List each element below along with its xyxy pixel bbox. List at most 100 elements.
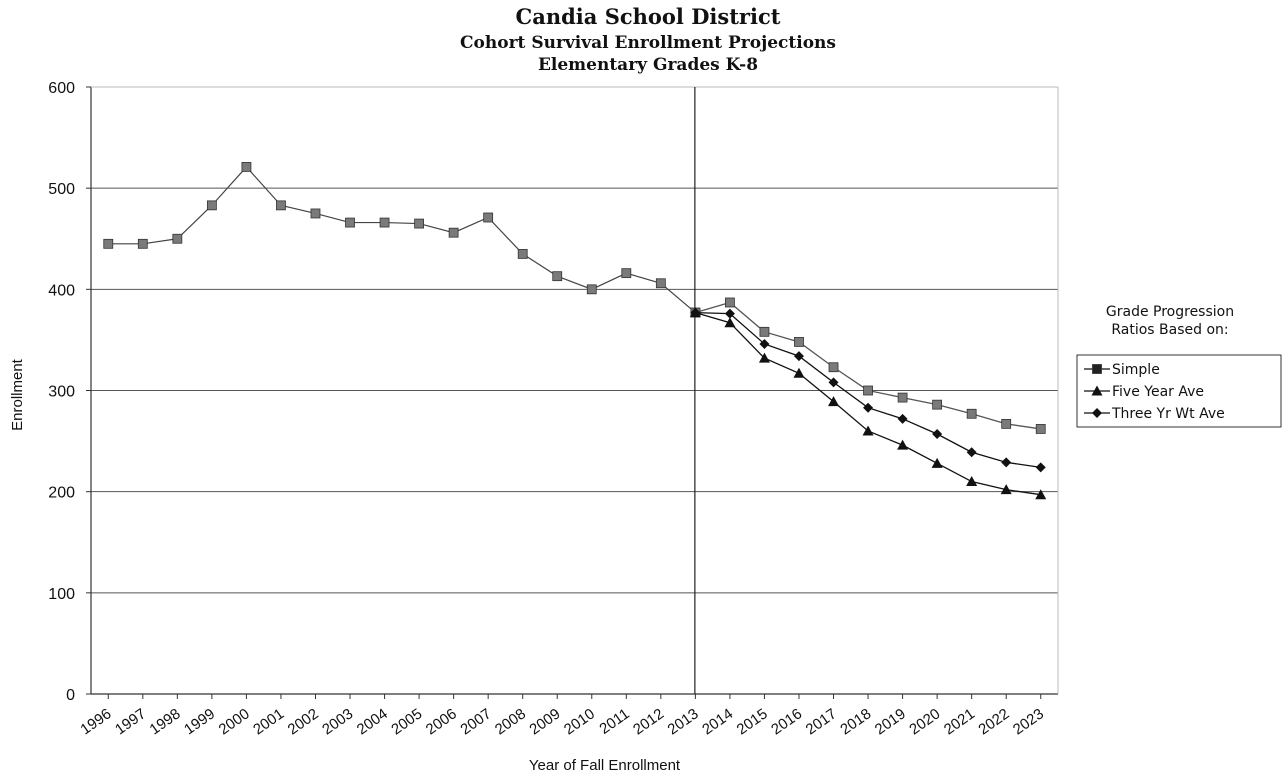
historical-point	[241, 162, 252, 172]
x-tick-label: 2004	[354, 705, 391, 738]
x-tick-label: 2014	[699, 705, 736, 738]
x-tick-label: 2003	[319, 705, 356, 738]
x-tick-label: 2005	[388, 705, 425, 738]
x-axis-title: Year of Fall Enrollment	[529, 757, 681, 774]
legend-marker-triangle	[1091, 385, 1103, 396]
x-tick-label: 2013	[665, 705, 702, 738]
x-tick-label: 2020	[906, 705, 943, 738]
x-tick-label: 1998	[147, 705, 184, 738]
series-point-square	[794, 337, 804, 347]
x-tick-label: 2019	[872, 705, 909, 738]
historical-point	[310, 208, 321, 219]
x-tick-label: 2008	[492, 705, 529, 738]
series-point-diamond	[759, 338, 770, 349]
x-tick-label: 1999	[181, 705, 218, 738]
historical-point	[448, 227, 459, 238]
x-tick-label: 2002	[285, 705, 322, 738]
historical-point	[345, 217, 355, 228]
x-tick-label: 2018	[837, 705, 874, 738]
x-tick-label: 2015	[734, 705, 771, 738]
legend-label: Simple	[1112, 362, 1160, 378]
x-tick-label: 1996	[77, 705, 114, 738]
chart-title: Candia School District	[516, 4, 781, 29]
series-point-triangle	[1035, 489, 1047, 500]
y-tick-label: 400	[48, 282, 75, 299]
series-point-triangle	[724, 317, 736, 328]
series-point-triangle	[758, 352, 770, 363]
chart-subtitle-1: Cohort Survival Enrollment Projections	[460, 33, 836, 53]
x-tick-label: 1997	[112, 705, 149, 738]
legend-box	[1076, 354, 1282, 428]
x-tick-label: 2009	[526, 705, 563, 738]
series-point-square	[759, 326, 770, 337]
series-point-triangle	[931, 457, 943, 468]
series-point-square	[725, 297, 735, 308]
x-tick-label: 2000	[216, 705, 253, 738]
legend-label: Three Yr Wt Ave	[1111, 406, 1225, 422]
series-point-diamond	[828, 377, 839, 388]
series-point-square	[1001, 418, 1012, 429]
x-tick-label: 2001	[250, 705, 287, 738]
series-point-square	[897, 392, 908, 403]
series-point-diamond	[863, 402, 874, 413]
y-tick-label: 100	[48, 586, 75, 603]
series-point-triangle	[793, 367, 805, 378]
x-tick-label: 2010	[561, 705, 598, 738]
series-point-square	[1035, 424, 1046, 434]
historical-point	[552, 271, 563, 282]
legend-header-line: Ratios Based on:	[1111, 322, 1228, 338]
x-tick-label: 2006	[423, 705, 460, 738]
plot-area: 0100200300400500600199619971998199920002…	[9, 80, 1059, 774]
series-point-triangle	[1000, 484, 1012, 495]
historical-point	[621, 268, 632, 279]
legend-marker-square	[1092, 364, 1102, 374]
series-point-diamond	[1001, 457, 1012, 468]
historical-point	[517, 249, 528, 259]
x-tick-label: 2022	[975, 705, 1012, 738]
series-point-square	[932, 399, 943, 410]
historical-point	[414, 218, 424, 229]
series-point-square	[966, 408, 977, 419]
series-point-diamond	[690, 307, 701, 318]
x-tick-label: 2021	[941, 705, 978, 738]
series-point-diamond	[966, 447, 977, 458]
historical-point	[379, 217, 390, 228]
historical-point	[483, 212, 494, 223]
y-tick-label: 0	[66, 687, 75, 704]
series-point-diamond	[724, 308, 735, 319]
x-tick-label: 2007	[457, 705, 494, 738]
y-tick-label: 200	[48, 485, 75, 502]
x-tick-label: 2012	[630, 705, 667, 738]
y-tick-label: 600	[48, 80, 75, 97]
historical-point	[137, 238, 148, 249]
series-point-diamond	[932, 429, 943, 440]
series-point-triangle	[897, 439, 909, 450]
historical-point	[655, 278, 666, 289]
x-tick-label: 2011	[596, 705, 632, 737]
historical-point	[103, 238, 114, 249]
y-axis-title: Enrollment	[9, 358, 26, 431]
series-point-triangle	[862, 425, 874, 436]
historical-point	[276, 200, 286, 211]
legend-header-line: Grade Progression	[1106, 304, 1234, 320]
historical-line	[108, 166, 696, 314]
legend: Grade Progression Ratios Based on: Simple F…	[1076, 304, 1282, 428]
x-tick-label: 2017	[803, 705, 840, 738]
series-point-diamond	[897, 413, 908, 424]
historical-point	[586, 284, 597, 295]
series-point-square	[863, 385, 873, 396]
historical-point	[206, 200, 217, 211]
series-point-triangle	[966, 476, 978, 487]
y-tick-label: 300	[48, 384, 75, 401]
series-point-diamond	[1035, 462, 1046, 473]
legend-label: Five Year Ave	[1112, 384, 1204, 400]
series-point-square	[828, 362, 839, 373]
chart-subtitle-2: Elementary Grades K-8	[538, 55, 758, 75]
series-point-diamond	[793, 351, 804, 362]
series-point-triangle	[828, 396, 840, 407]
x-tick-label: 2016	[768, 705, 805, 738]
y-tick-label: 500	[48, 181, 75, 198]
x-tick-label: 2023	[1010, 705, 1047, 738]
legend-marker-diamond	[1092, 408, 1102, 418]
